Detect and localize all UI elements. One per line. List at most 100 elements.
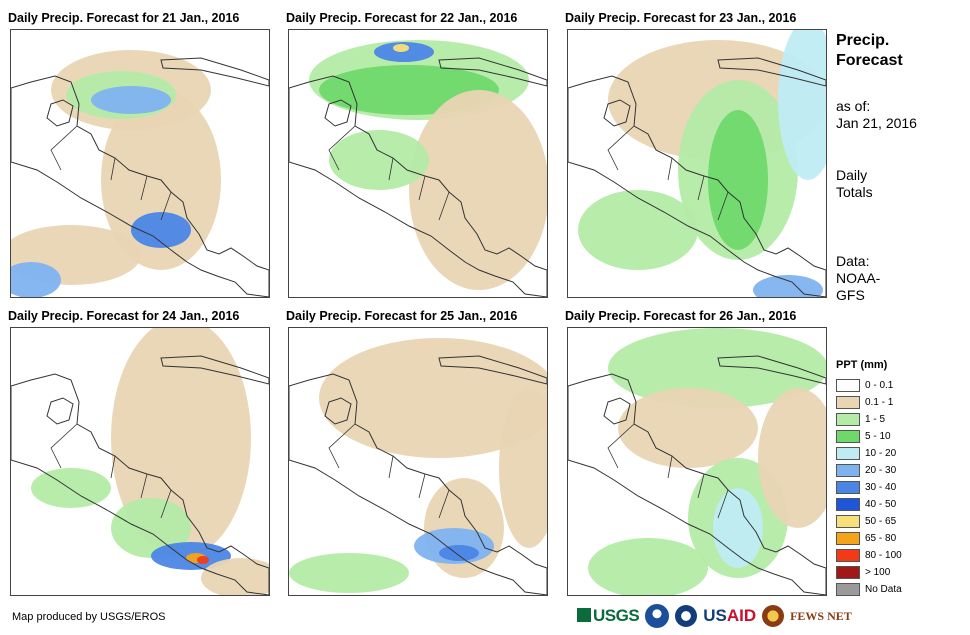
legend-swatch xyxy=(836,447,860,460)
legend-item: 10 - 20 xyxy=(836,445,902,462)
country-borders xyxy=(50,125,172,221)
map-panel-jan-21: Daily Precip. Forecast for 21 Jan., 2016 xyxy=(8,10,288,300)
map-panel-jan-23: Daily Precip. Forecast for 23 Jan., 2016 xyxy=(565,10,845,300)
coastline xyxy=(11,75,269,297)
totals-line1: Daily xyxy=(836,167,868,183)
precip-area xyxy=(618,388,758,468)
legend-swatch xyxy=(836,413,860,426)
legend-item: 20 - 30 xyxy=(836,462,902,479)
as-of-label: as of: xyxy=(836,98,871,114)
data-line3: GFS xyxy=(836,287,865,303)
country-borders xyxy=(328,423,450,519)
panel-title: Daily Precip. Forecast for 21 Jan., 2016 xyxy=(8,11,240,25)
precip-area xyxy=(708,110,768,250)
map-info: Precip. Forecast xyxy=(836,31,903,71)
legend-label: 1 - 5 xyxy=(865,414,886,425)
country-borders xyxy=(328,125,450,221)
precip-area xyxy=(289,553,409,593)
precip-area xyxy=(409,90,547,290)
legend-swatch xyxy=(836,498,860,511)
precip-area xyxy=(499,388,547,548)
precip-area xyxy=(201,558,269,595)
precip-map xyxy=(567,29,827,298)
precip-map xyxy=(10,29,270,298)
legend-label: 30 - 40 xyxy=(865,482,897,493)
legend-swatch xyxy=(836,532,860,545)
totals-line2: Totals xyxy=(836,184,873,200)
coastline xyxy=(568,373,826,595)
legend-title: PPT (mm) xyxy=(836,359,888,371)
legend-label: > 100 xyxy=(865,567,891,578)
legend-label: No Data xyxy=(865,584,902,595)
country-borders xyxy=(607,125,729,221)
precip-area xyxy=(131,212,191,248)
yucatan-outline xyxy=(46,397,74,425)
panel-title: Daily Precip. Forecast for 22 Jan., 2016 xyxy=(286,11,518,25)
precip-area xyxy=(319,338,547,458)
yucatan-outline xyxy=(46,99,74,127)
legend-label: 50 - 65 xyxy=(865,516,897,527)
legend-swatch xyxy=(836,583,860,596)
legend-label: 0.1 - 1 xyxy=(865,397,894,408)
legend: 0 - 0.1 0.1 - 1 1 - 5 5 - 10 10 - 20 20 - 30 3… xyxy=(836,377,902,598)
legend-label: 40 - 50 xyxy=(865,499,897,510)
data-line2: NOAA- xyxy=(836,270,881,286)
coastline xyxy=(289,373,547,595)
precip-area xyxy=(753,275,823,297)
precip-area xyxy=(111,498,191,558)
legend-item: 0.1 - 1 xyxy=(836,394,902,411)
legend-item: 1 - 5 xyxy=(836,411,902,428)
legend-item: 80 - 100 xyxy=(836,547,902,564)
legend-label: 20 - 30 xyxy=(865,465,897,476)
precip-map xyxy=(567,327,827,596)
legend-label: 65 - 80 xyxy=(865,533,897,544)
precip-area xyxy=(608,328,826,408)
cuba-outline xyxy=(717,57,826,87)
cuba-outline xyxy=(438,57,547,87)
cuba-outline xyxy=(160,57,269,87)
country-borders xyxy=(50,423,172,519)
usgs-logo: USGS xyxy=(577,606,640,626)
legend-item: 30 - 40 xyxy=(836,479,902,496)
totals-block: Daily Totals xyxy=(836,167,873,201)
coastline xyxy=(568,75,826,297)
yucatan-outline xyxy=(324,99,352,127)
side-title-line1: Precip. xyxy=(836,32,890,49)
cuba-outline xyxy=(438,355,547,385)
cuba-outline xyxy=(717,355,826,385)
precip-area xyxy=(197,556,209,564)
data-source-block: Data: NOAA- GFS xyxy=(836,253,880,304)
precip-area xyxy=(713,488,763,568)
precip-area xyxy=(578,190,698,270)
legend-label: 5 - 10 xyxy=(865,431,891,442)
coastline xyxy=(11,373,269,595)
fews-net-logo: FEWS NET xyxy=(790,608,852,623)
yucatan-outline xyxy=(603,99,631,127)
map-panel-jan-25: Daily Precip. Forecast for 25 Jan., 2016 xyxy=(286,308,566,598)
panel-title: Daily Precip. Forecast for 26 Jan., 2016 xyxy=(565,309,797,323)
map-panel-jan-24: Daily Precip. Forecast for 24 Jan., 2016 xyxy=(8,308,288,598)
credit-text: Map produced by USGS/EROS xyxy=(12,611,166,623)
precip-area xyxy=(439,545,479,561)
usaid-logo: USAID xyxy=(703,606,757,625)
map-panel-jan-26: Daily Precip. Forecast for 26 Jan., 2016 xyxy=(565,308,845,598)
coastline xyxy=(289,75,547,297)
legend-swatch xyxy=(836,430,860,443)
fews-seal-icon xyxy=(762,605,785,627)
usaid-seal-icon xyxy=(675,605,698,627)
legend-item: 40 - 50 xyxy=(836,496,902,513)
logo-strip: USGS USAID FEWS NET xyxy=(577,601,852,631)
precip-area xyxy=(31,468,111,508)
precip-area xyxy=(758,388,826,528)
legend-swatch xyxy=(836,396,860,409)
country-borders xyxy=(607,423,729,519)
panel-title: Daily Precip. Forecast for 24 Jan., 2016 xyxy=(8,309,240,323)
precip-area xyxy=(374,42,434,62)
legend-item: 5 - 10 xyxy=(836,428,902,445)
precip-area xyxy=(393,44,409,52)
as-of-date: Jan 21, 2016 xyxy=(836,115,917,131)
legend-item: > 100 xyxy=(836,564,902,581)
legend-label: 0 - 0.1 xyxy=(865,380,894,391)
as-of-block: as of: Jan 21, 2016 xyxy=(836,98,917,132)
precip-area xyxy=(11,262,61,297)
